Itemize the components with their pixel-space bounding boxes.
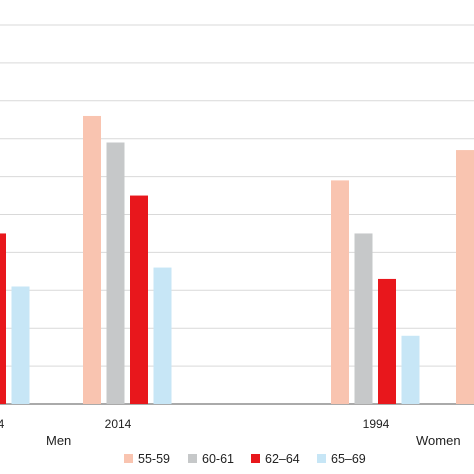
bar xyxy=(130,195,148,404)
legend-swatch xyxy=(251,454,260,463)
legend-label: 65–69 xyxy=(331,452,366,466)
legend-label: 55-59 xyxy=(138,452,170,466)
bar xyxy=(106,142,125,405)
bar xyxy=(378,278,396,404)
group-label: Men xyxy=(46,433,71,448)
legend-label: 62–64 xyxy=(265,452,300,466)
legend-swatch xyxy=(188,454,197,463)
group-label: Women xyxy=(416,433,461,448)
legend-swatch xyxy=(317,454,326,463)
bar xyxy=(354,233,373,404)
legend-swatch xyxy=(124,454,133,463)
bar xyxy=(153,267,172,404)
bar xyxy=(0,233,6,404)
legend-label: 60-61 xyxy=(202,452,234,466)
bar xyxy=(456,150,474,404)
x-tick-label: 1994 xyxy=(0,417,5,431)
bar xyxy=(401,335,420,404)
x-tick-label: 2014 xyxy=(105,417,132,431)
x-tick-label: 1994 xyxy=(363,417,390,431)
bar xyxy=(11,286,30,404)
bar xyxy=(331,180,349,404)
bar xyxy=(83,115,101,405)
